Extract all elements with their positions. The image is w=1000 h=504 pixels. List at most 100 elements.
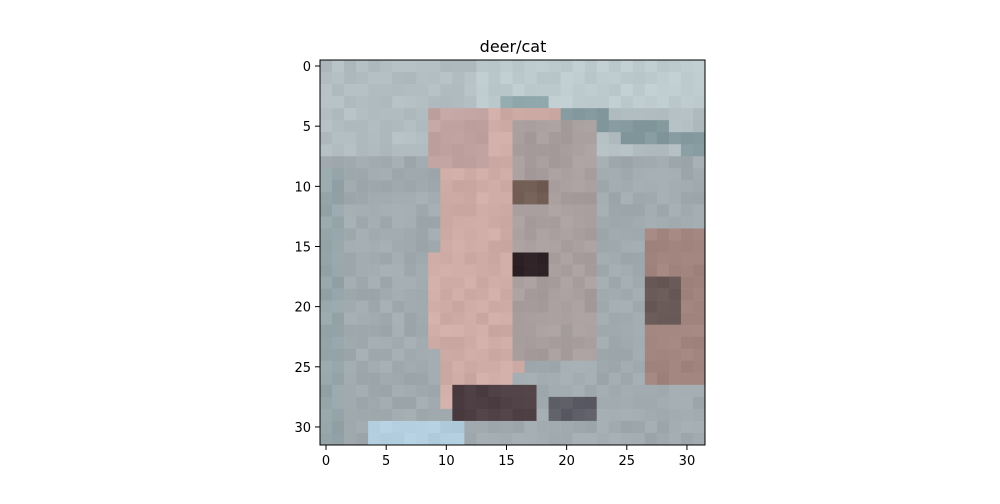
- pixel: [512, 420, 525, 434]
- pixel: [584, 360, 598, 374]
- pixel: [512, 72, 525, 85]
- pixel: [392, 396, 405, 410]
- pixel: [524, 132, 537, 145]
- pixel: [668, 336, 682, 350]
- pixel: [524, 180, 537, 193]
- pixel: [488, 180, 501, 193]
- pixel: [668, 96, 682, 109]
- pixel: [656, 132, 670, 145]
- pixel: [596, 360, 610, 374]
- pixel: [356, 264, 369, 277]
- pixel: [524, 360, 537, 374]
- pixel: [680, 408, 694, 422]
- pixel: [512, 192, 525, 205]
- pixel: [500, 132, 513, 145]
- pixel: [500, 336, 513, 350]
- pixel: [368, 264, 381, 277]
- pixel: [524, 156, 537, 169]
- pixel: [668, 156, 682, 169]
- pixel: [524, 348, 537, 362]
- pixel: [392, 84, 405, 97]
- pixel: [368, 72, 381, 85]
- pixel: [632, 432, 646, 446]
- pixel: [464, 324, 477, 338]
- pixel: [452, 84, 465, 97]
- pixel: [476, 168, 489, 181]
- pixel: [560, 348, 573, 362]
- pixel: [380, 120, 393, 133]
- pixel: [380, 336, 393, 350]
- pixel: [680, 192, 694, 205]
- pixel: [392, 228, 405, 241]
- pixel: [596, 216, 610, 229]
- pixel: [368, 408, 381, 422]
- pixel: [572, 108, 585, 121]
- pixel: [368, 300, 381, 313]
- pixel: [416, 408, 429, 422]
- pixel: [320, 420, 333, 434]
- pixel: [380, 276, 393, 289]
- pixel: [656, 408, 670, 422]
- pixel: [632, 84, 646, 97]
- pixel: [452, 408, 465, 422]
- pixel: [440, 216, 453, 229]
- pixel: [404, 288, 417, 301]
- pixel: [512, 264, 525, 277]
- pixel: [416, 336, 429, 350]
- pixel: [452, 372, 465, 386]
- pixel: [608, 108, 622, 121]
- pixel: [416, 108, 429, 121]
- pixel: [500, 204, 513, 217]
- pixel: [608, 264, 622, 277]
- pixel: [584, 96, 598, 109]
- pixel: [392, 324, 405, 338]
- pixel: [572, 252, 585, 265]
- pixel: [476, 144, 489, 157]
- pixel: [596, 288, 610, 301]
- pixel: [656, 204, 670, 217]
- pixel: [464, 420, 477, 434]
- pixel: [572, 348, 585, 362]
- pixel: [608, 420, 622, 434]
- pixel: [596, 60, 610, 73]
- pixel: [644, 108, 658, 121]
- pixel: [476, 336, 489, 350]
- pixel: [524, 240, 537, 253]
- pixel: [500, 228, 513, 241]
- pixel: [332, 432, 345, 446]
- pixel: [560, 252, 573, 265]
- pixel: [500, 168, 513, 181]
- pixel: [536, 288, 549, 301]
- pixel: [692, 348, 706, 362]
- pixel: [368, 216, 381, 229]
- pixel: [608, 432, 622, 446]
- pixel: [500, 252, 513, 265]
- pixel: [344, 432, 357, 446]
- pixel: [428, 120, 441, 133]
- pixel: [656, 216, 670, 229]
- pixel: [428, 180, 441, 193]
- pixel: [596, 228, 610, 241]
- pixel: [344, 288, 357, 301]
- x-tick-label: 25: [619, 454, 636, 469]
- pixel: [680, 228, 694, 241]
- pixel: [428, 264, 441, 277]
- pixel: [632, 144, 646, 157]
- pixel: [584, 228, 598, 241]
- pixel: [380, 216, 393, 229]
- pixel: [680, 96, 694, 109]
- pixel: [560, 132, 573, 145]
- pixel: [320, 240, 333, 253]
- pixel: [536, 420, 549, 434]
- pixel: [404, 168, 417, 181]
- pixel: [476, 384, 489, 398]
- pixel: [644, 384, 658, 398]
- pixel: [692, 240, 706, 253]
- pixel: [320, 180, 333, 193]
- pixel: [584, 396, 598, 410]
- pixel: [560, 372, 573, 386]
- pixel: [512, 240, 525, 253]
- pixel: [644, 408, 658, 422]
- pixel: [452, 240, 465, 253]
